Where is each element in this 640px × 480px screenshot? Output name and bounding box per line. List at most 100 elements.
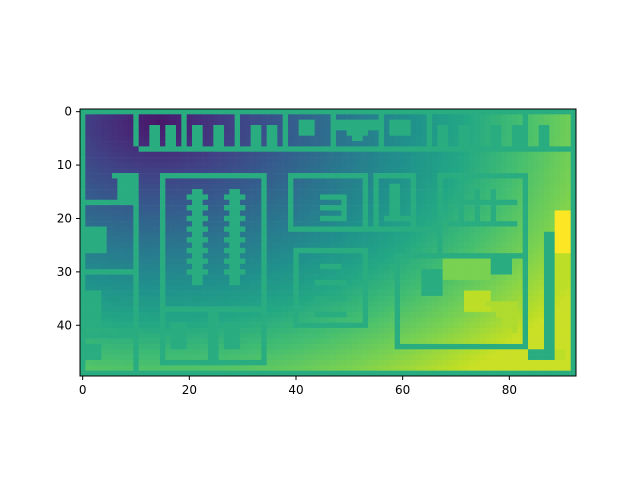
heatmap-cell xyxy=(112,269,118,275)
heatmap-cell xyxy=(501,151,507,158)
heatmap-cell xyxy=(330,359,337,366)
heatmap-cell xyxy=(266,130,273,136)
heatmap-cell xyxy=(160,167,166,174)
heatmap-cell xyxy=(202,231,209,238)
heatmap-cell xyxy=(464,359,470,366)
heatmap-cell xyxy=(490,359,497,366)
heatmap-cell xyxy=(229,349,235,355)
heatmap-cell xyxy=(394,210,401,217)
heatmap-cell xyxy=(506,162,513,169)
heatmap-cell xyxy=(128,226,134,233)
heatmap-cell xyxy=(224,322,230,329)
heatmap-cell xyxy=(469,237,475,243)
heatmap-cell xyxy=(304,130,310,136)
heatmap-cell xyxy=(90,349,97,355)
heatmap-cell xyxy=(565,295,571,302)
heatmap-cell xyxy=(80,333,86,339)
heatmap-cell xyxy=(112,258,118,265)
heatmap-cell xyxy=(224,210,230,217)
heatmap-cell xyxy=(245,162,251,169)
heatmap-cell xyxy=(144,130,150,136)
heatmap-cell xyxy=(288,125,294,131)
heatmap-cell xyxy=(405,290,411,297)
heatmap-cell xyxy=(224,269,230,275)
heatmap-cell xyxy=(346,274,353,281)
heatmap-cell xyxy=(122,183,129,190)
heatmap-cell xyxy=(314,189,321,195)
heatmap-cell xyxy=(533,125,539,131)
heatmap-cell xyxy=(432,253,438,259)
heatmap-cell xyxy=(229,130,235,136)
heatmap-cell xyxy=(160,178,166,185)
heatmap-cell xyxy=(245,141,251,147)
heatmap-cell xyxy=(437,146,443,153)
heatmap-cell xyxy=(442,135,449,142)
heatmap-cell xyxy=(384,162,390,169)
heatmap-cell xyxy=(453,338,459,345)
heatmap-cell xyxy=(202,194,209,201)
heatmap-cell xyxy=(261,311,267,318)
heatmap-cell xyxy=(533,173,539,179)
heatmap-cell xyxy=(261,306,267,313)
heatmap-cell xyxy=(362,338,369,345)
heatmap-cell xyxy=(160,162,166,169)
heatmap-cell xyxy=(309,210,315,217)
heatmap-cell xyxy=(181,242,187,249)
heatmap-cell xyxy=(234,194,241,201)
heatmap-cell xyxy=(293,370,299,377)
heatmap-cell xyxy=(192,109,198,115)
heatmap-cell xyxy=(314,322,321,329)
heatmap-cell xyxy=(117,237,123,243)
heatmap-cell xyxy=(448,274,454,281)
heatmap-cell xyxy=(240,242,246,249)
heatmap-cell xyxy=(186,279,193,286)
heatmap-cell xyxy=(309,301,315,307)
heatmap-cell xyxy=(165,215,171,222)
heatmap-cell xyxy=(400,221,406,227)
heatmap-cell xyxy=(90,226,97,233)
heatmap-cell xyxy=(128,263,134,270)
heatmap-cell xyxy=(293,338,299,345)
heatmap-cell xyxy=(416,333,422,339)
heatmap-cell xyxy=(549,210,555,217)
heatmap-cell xyxy=(432,317,438,323)
heatmap-cell xyxy=(309,231,315,238)
heatmap-cell xyxy=(517,343,523,350)
heatmap-cell xyxy=(346,231,353,238)
heatmap-cell xyxy=(181,183,187,190)
heatmap-cell xyxy=(416,301,422,307)
heatmap-cell xyxy=(538,215,545,222)
heatmap-cell xyxy=(314,311,321,318)
heatmap-cell xyxy=(282,338,289,345)
heatmap-cell xyxy=(490,231,497,238)
heatmap-cell xyxy=(485,349,491,355)
heatmap-cell xyxy=(224,354,230,361)
heatmap-cell xyxy=(517,301,523,307)
heatmap-cell xyxy=(117,162,123,169)
heatmap-cell xyxy=(512,130,518,136)
heatmap-cell xyxy=(346,253,353,259)
heatmap-cell xyxy=(554,125,561,131)
heatmap-cell xyxy=(346,306,353,313)
heatmap-cell xyxy=(522,231,529,238)
heatmap-cell xyxy=(405,189,411,195)
heatmap-cell xyxy=(528,114,534,120)
heatmap-cell xyxy=(186,359,193,366)
heatmap-cell xyxy=(272,290,278,297)
heatmap-cell xyxy=(165,125,171,131)
heatmap-cell xyxy=(533,167,539,174)
heatmap-cell xyxy=(165,210,171,217)
heatmap-cell xyxy=(133,162,139,169)
heatmap-cell xyxy=(373,343,379,350)
heatmap-cell xyxy=(522,274,529,281)
heatmap-cell xyxy=(517,231,523,238)
heatmap-cell xyxy=(517,173,523,179)
heatmap-cell xyxy=(410,167,417,174)
heatmap-cell xyxy=(202,226,209,233)
heatmap-cell xyxy=(549,354,555,361)
heatmap-cell xyxy=(277,151,283,158)
heatmap-cell xyxy=(341,210,347,217)
heatmap-cell xyxy=(325,199,331,206)
heatmap-cell xyxy=(426,173,433,179)
heatmap-cell xyxy=(325,151,331,158)
